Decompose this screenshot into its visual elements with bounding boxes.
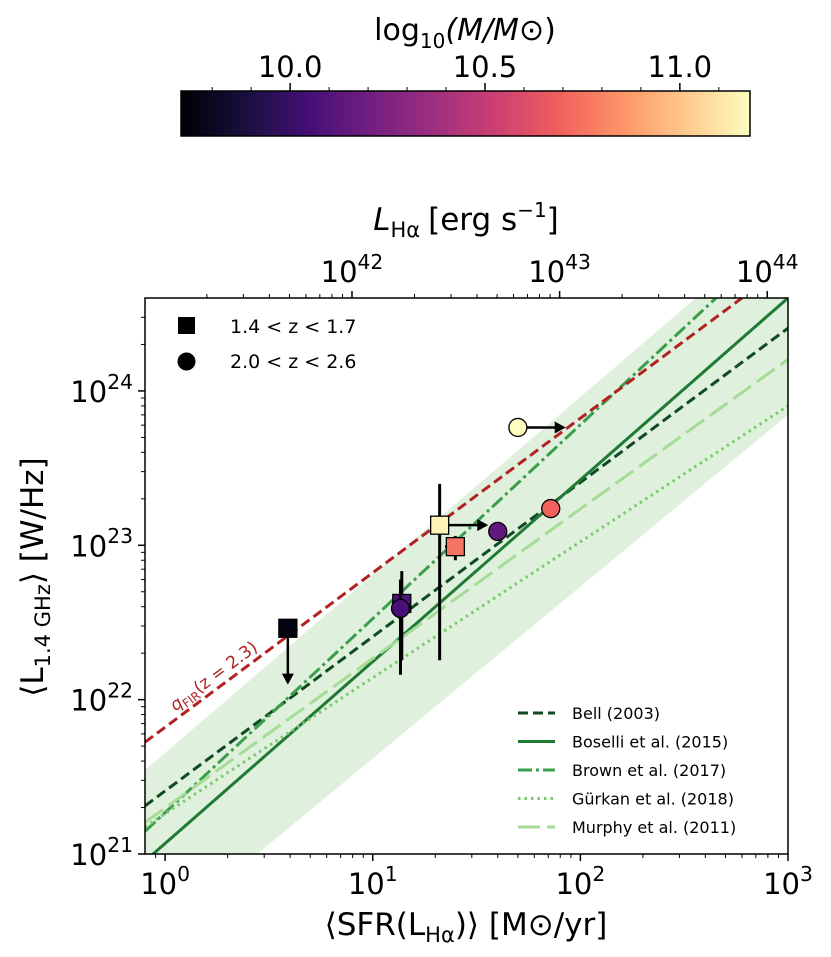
data-point-5 bbox=[445, 535, 466, 561]
arrow-head bbox=[281, 673, 294, 685]
square-marker bbox=[278, 618, 298, 638]
x-tick-label: 103 bbox=[763, 862, 813, 901]
arrow-head bbox=[554, 421, 566, 434]
circle-marker bbox=[508, 417, 528, 438]
square-marker bbox=[429, 515, 450, 535]
data-point-3 bbox=[390, 579, 411, 675]
data-point-7 bbox=[541, 498, 561, 519]
colorbar: log10(M/M⊙) 10.0 10.5 11.0 bbox=[180, 13, 751, 137]
circle-marker bbox=[488, 521, 508, 542]
legend-square-label: 1.4 < z < 1.7 bbox=[230, 316, 356, 338]
axis-ticks: 100 101 102 103 1021 1022 1023 1024 1042 1043 1044 bbox=[70, 250, 813, 901]
data-points bbox=[278, 417, 566, 685]
colorbar-tick-label: 11.0 bbox=[648, 50, 713, 84]
legend-circle-marker bbox=[177, 352, 196, 371]
plot-frame bbox=[144, 297, 789, 855]
y-tick-label: 1021 bbox=[70, 833, 133, 872]
legend-label: Brown et al. (2017) bbox=[572, 761, 726, 780]
legend-label: Murphy et al. (2011) bbox=[572, 818, 736, 837]
legend-label: Gürkan et al. (2018) bbox=[572, 790, 734, 809]
legend-circle-label: 2.0 < z < 2.6 bbox=[230, 351, 356, 373]
colorbar-tick-label: 10.0 bbox=[258, 50, 323, 84]
square-marker bbox=[445, 536, 466, 557]
relation-line-grkan bbox=[145, 404, 788, 829]
marker-legend: 1.4 < z < 1.7 2.0 < z < 2.6 bbox=[177, 316, 356, 373]
line-legend: Bell (2003) Boselli et al. (2015) Brown et… bbox=[518, 704, 736, 837]
data-point-8 bbox=[508, 417, 566, 438]
legend-label: Bell (2003) bbox=[572, 704, 660, 723]
x-tick-label: 101 bbox=[348, 862, 398, 901]
circle-marker bbox=[390, 598, 411, 619]
relation-line-boselli bbox=[150, 298, 788, 854]
top-tick-label: 1043 bbox=[528, 250, 591, 289]
top-tick-label: 1044 bbox=[736, 250, 799, 289]
y-tick-label: 1022 bbox=[70, 679, 133, 718]
legend-label: Boselli et al. (2015) bbox=[572, 733, 728, 752]
x-tick-label: 102 bbox=[555, 862, 605, 901]
top-tick-label: 1042 bbox=[321, 250, 384, 289]
colorbar-tick-label: 10.5 bbox=[453, 50, 518, 84]
colorbar-ticks: 10.0 10.5 11.0 bbox=[211, 50, 720, 91]
colorbar-gradient bbox=[180, 90, 751, 137]
y-axis-label: ⟨L1.4 GHz⟩ [W/Hz] bbox=[15, 457, 55, 696]
plot-area: qFIR(z = 2.3) 1.4 < z < 1.7 2.0 < z < 2.… bbox=[70, 250, 813, 901]
data-point-4 bbox=[429, 483, 489, 661]
top-axis-label: LHα [erg s−1] bbox=[373, 198, 559, 242]
colorbar-label: log10(M/M⊙) bbox=[374, 13, 556, 53]
y-tick-label: 1023 bbox=[70, 524, 133, 563]
data-point-1 bbox=[278, 618, 298, 685]
legend-square-marker bbox=[178, 317, 195, 334]
relation-line-murphy bbox=[145, 358, 788, 824]
x-axis-label: ⟨SFR(LHα)⟩ [M⊙/yr] bbox=[325, 907, 608, 947]
y-tick-label: 1024 bbox=[70, 370, 133, 409]
data-point-6 bbox=[488, 521, 508, 542]
arrow-head bbox=[477, 519, 489, 532]
circle-marker bbox=[541, 498, 561, 519]
qfir-line bbox=[145, 298, 743, 744]
x-tick-label: 100 bbox=[140, 862, 190, 901]
relation-line-bell bbox=[145, 326, 788, 808]
